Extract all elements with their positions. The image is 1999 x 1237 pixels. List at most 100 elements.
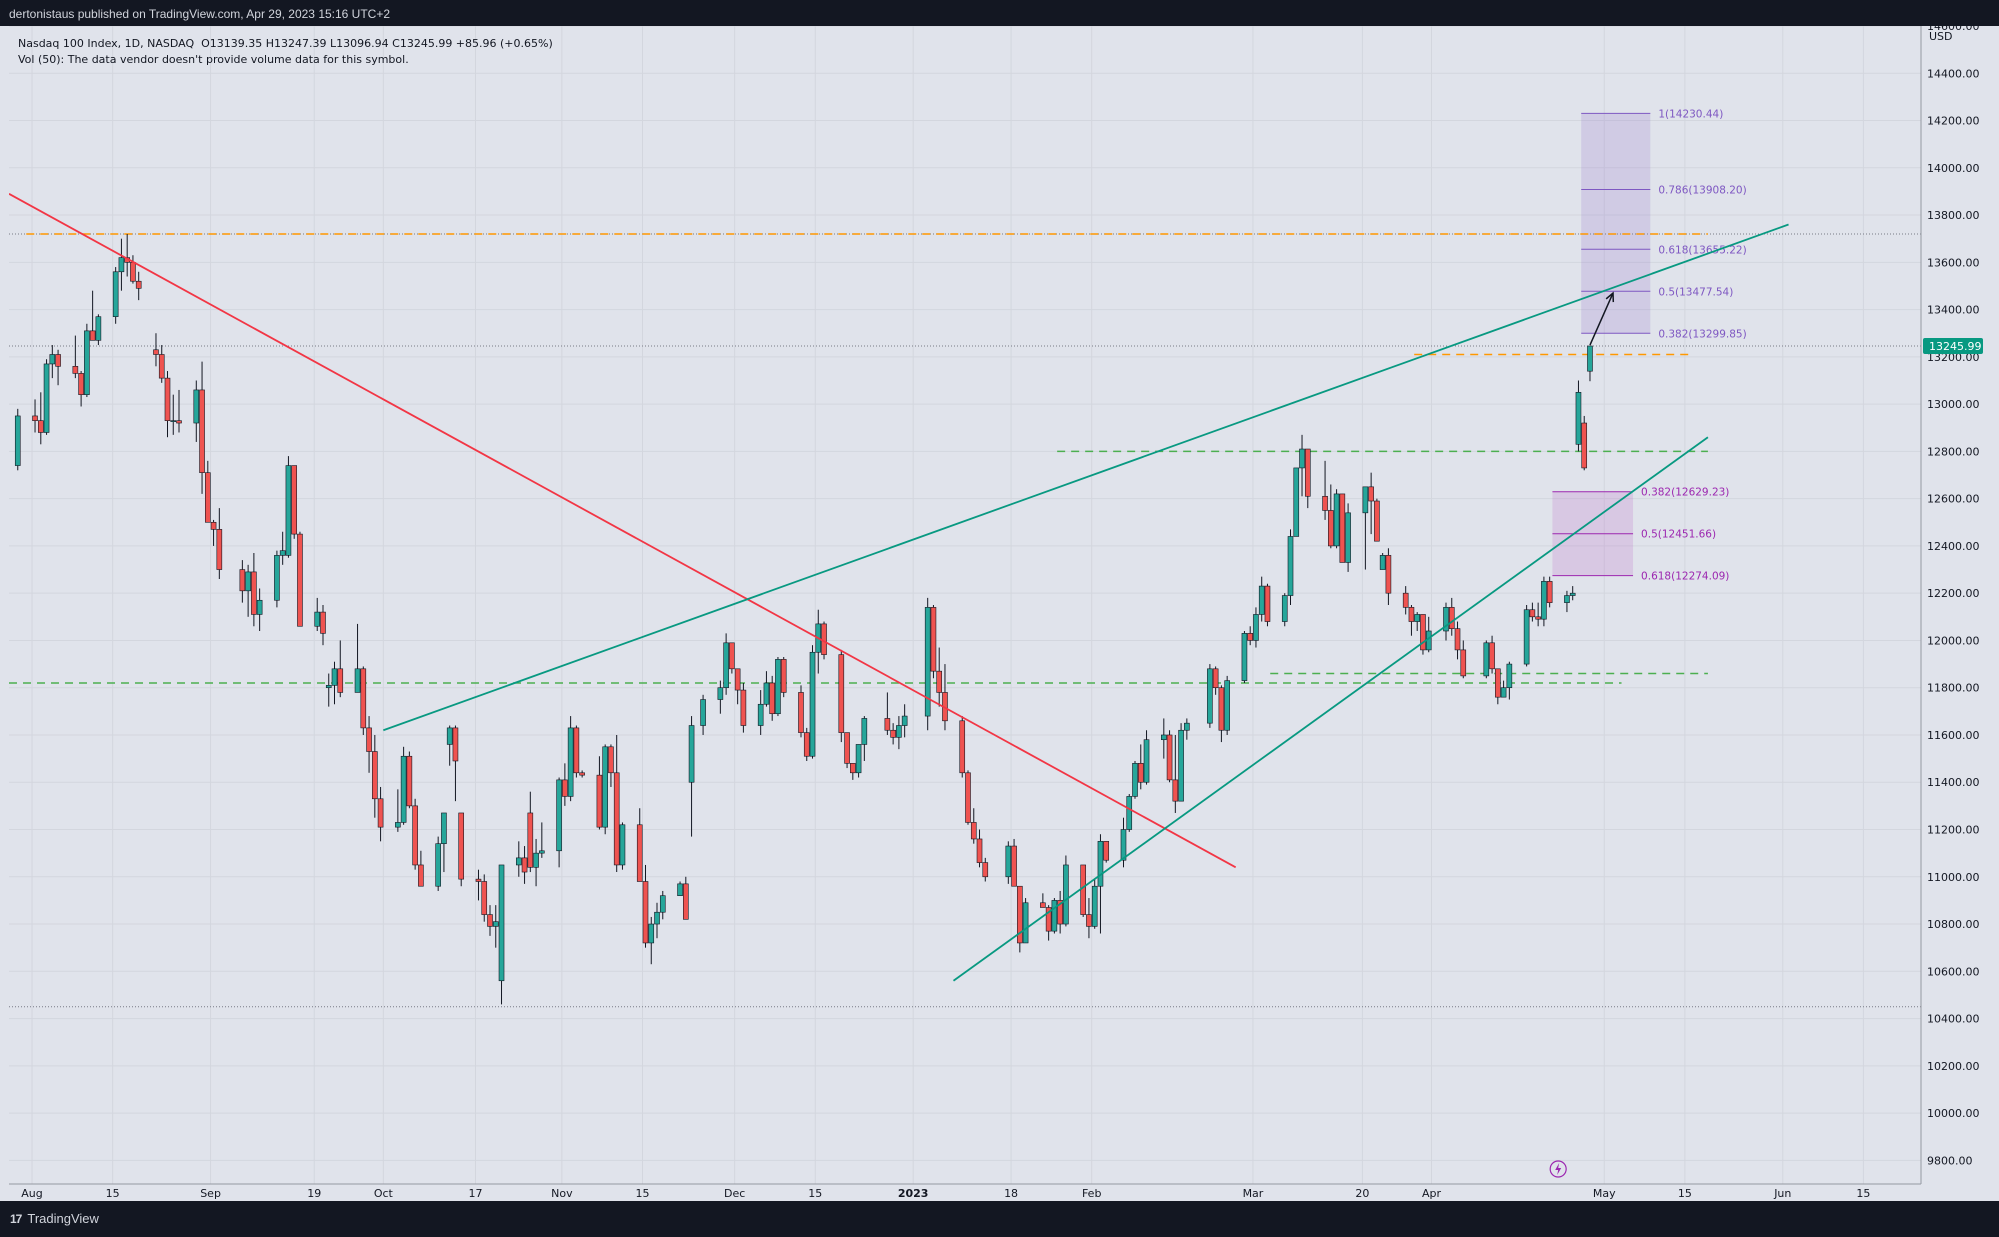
candle: [1103, 841, 1110, 863]
candle: [1569, 586, 1576, 601]
candle: [1086, 898, 1092, 939]
candle-body: [354, 668, 361, 693]
candle: [579, 770, 585, 778]
candle-body: [769, 682, 775, 715]
candle: [193, 380, 200, 442]
candle-body: [803, 732, 810, 757]
candle: [158, 345, 165, 383]
y-tick-label: 10800.00: [1927, 918, 1980, 931]
x-tick-label: Sep: [200, 1187, 221, 1200]
candle-body: [700, 699, 706, 726]
x-tick-label: 15: [635, 1187, 649, 1200]
candle: [982, 857, 989, 882]
candle: [717, 680, 724, 714]
y-tick-label: 11000.00: [1927, 871, 1980, 884]
candle: [1322, 460, 1328, 520]
candle: [608, 744, 614, 787]
candle-body: [533, 852, 539, 868]
candle-body: [1322, 495, 1328, 511]
legend-ohlc: O13139.35 H13247.39 L13096.94 C13245.99 …: [201, 37, 553, 50]
tradingview-brand[interactable]: 17 TradingView: [10, 1211, 99, 1226]
y-tick-label: 13000.00: [1927, 398, 1980, 411]
legend-symbol-row: Nasdaq 100 Index, 1D, NASDAQ O13139.35 H…: [18, 36, 553, 52]
candle: [1489, 635, 1495, 674]
candle-body: [279, 550, 286, 556]
candle: [1258, 576, 1265, 622]
candle-body: [251, 571, 257, 615]
candle: [1184, 718, 1190, 740]
candle: [700, 694, 706, 735]
legend-symbol[interactable]: Nasdaq 100 Index, 1D, NASDAQ: [18, 37, 195, 50]
candle-body: [216, 529, 223, 570]
candle-body: [798, 692, 804, 733]
candle: [1022, 898, 1029, 944]
candle: [441, 812, 447, 873]
candle-body: [297, 533, 303, 627]
candle-body: [1045, 907, 1052, 932]
candle: [539, 822, 545, 858]
top-bar: dertonistaus published on TradingView.co…: [0, 0, 1999, 26]
candle-body: [176, 420, 182, 424]
candle: [1080, 864, 1086, 917]
candle: [245, 564, 251, 617]
candle: [164, 371, 171, 438]
candle-body: [481, 881, 488, 915]
candle: [861, 716, 868, 761]
candle-body: [844, 732, 850, 764]
candle-body: [579, 772, 585, 776]
candle-body: [1569, 592, 1576, 596]
candle-body: [400, 755, 407, 823]
candle: [763, 671, 770, 707]
y-tick-label: 10600.00: [1927, 965, 1980, 978]
candle-body: [372, 751, 378, 800]
fib-upper-label: 0.618(13655.22): [1658, 244, 1746, 256]
candle-body: [1281, 595, 1288, 622]
candle-body: [642, 881, 649, 944]
candle-body: [734, 668, 741, 691]
candle-body: [901, 715, 908, 726]
candle: [1402, 586, 1409, 615]
candle: [850, 763, 856, 780]
candle-body: [337, 668, 344, 693]
candle: [890, 723, 896, 745]
x-tick-label: 15: [106, 1187, 120, 1200]
candle-body: [331, 668, 338, 686]
candle-body: [395, 822, 401, 828]
x-tick-label: 15: [1678, 1187, 1692, 1200]
candle: [1333, 489, 1340, 549]
legend-volume-note: Vol (50): The data vendor doesn't provid…: [18, 53, 409, 66]
candle: [49, 345, 56, 379]
candle: [452, 725, 459, 802]
candle-body: [527, 812, 534, 868]
candle: [297, 531, 303, 627]
candle: [256, 588, 263, 631]
candle-body: [1304, 448, 1311, 497]
candle: [1500, 680, 1507, 698]
candle-body: [1120, 829, 1127, 861]
candle-body: [475, 878, 482, 882]
candle: [1541, 576, 1547, 627]
candle-body: [573, 727, 580, 774]
candle: [1564, 590, 1570, 613]
candle-body: [821, 623, 827, 655]
candle: [596, 756, 603, 830]
candle-body: [717, 687, 724, 700]
candle: [924, 597, 931, 731]
candle-body: [118, 257, 125, 273]
candle: [78, 371, 84, 407]
candle: [314, 597, 321, 631]
candle: [55, 349, 61, 386]
candle: [1304, 448, 1311, 509]
candle-body: [239, 569, 246, 592]
candle: [1253, 607, 1259, 648]
candle: [602, 744, 608, 835]
price-chart[interactable]: 1(14230.44) 0.786(13908.20) 0.618(13655.22…: [9, 26, 1990, 1201]
candle-body: [205, 472, 211, 523]
trendline-channel-lower: [952, 436, 1709, 982]
candle: [1051, 898, 1058, 934]
chart-frame[interactable]: 1(14230.44) 0.786(13908.20) 0.618(13655.22…: [9, 26, 1990, 1201]
candle-body: [1454, 628, 1461, 651]
candle-body: [435, 843, 441, 887]
y-tick-label: 12400.00: [1927, 540, 1980, 553]
candle-body: [1408, 607, 1415, 622]
